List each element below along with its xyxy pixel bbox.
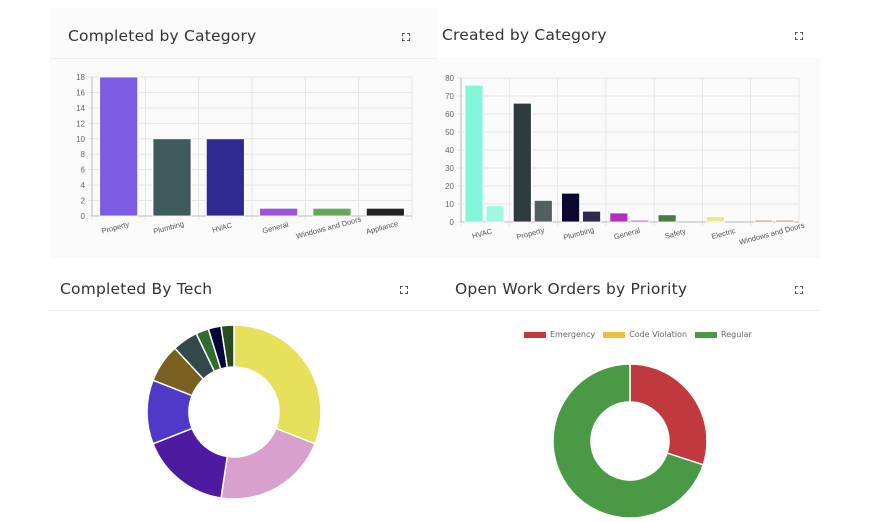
expand-icon[interactable] bbox=[402, 33, 410, 41]
bar-chart: 0 10 20 30 40 50 60 70 80 HVAC Property Plumbing Gen… bbox=[437, 58, 820, 258]
x-tick-label: Property bbox=[516, 226, 546, 242]
legend-swatch bbox=[524, 331, 546, 338]
bar bbox=[533, 199, 553, 223]
x-tick-label: Windows and Doors bbox=[738, 220, 805, 246]
x-tick-label: General bbox=[613, 226, 641, 242]
y-tick-label: 14 bbox=[76, 104, 85, 113]
y-tick-label: 12 bbox=[76, 119, 85, 128]
y-tick-label: 70 bbox=[445, 92, 454, 101]
bar bbox=[582, 210, 601, 223]
bar-chart: 0 2 4 6 8 10 12 14 16 18 Property Plumbing HVAC Gener… bbox=[76, 73, 413, 241]
legend-swatch bbox=[695, 331, 718, 338]
legend-label: Emergency bbox=[550, 330, 596, 339]
x-tick-label: HVAC bbox=[471, 226, 493, 240]
legend-label: Code Violation bbox=[629, 330, 688, 339]
panel-header bbox=[50, 8, 437, 59]
panel-open-by-priority: Open Work Orders by Priority Emergency Co… bbox=[437, 262, 820, 519]
x-tick-label: Plumbing bbox=[152, 219, 185, 236]
y-tick-label: 30 bbox=[445, 164, 454, 173]
legend-item[interactable]: Emergency bbox=[524, 330, 595, 339]
bar bbox=[512, 102, 532, 223]
panel-title: Completed by Category bbox=[68, 27, 257, 45]
y-tick-label: 0 bbox=[450, 218, 455, 227]
donut-chart bbox=[146, 324, 322, 500]
y-tick-label: 4 bbox=[81, 181, 86, 190]
y-tick-label: 50 bbox=[445, 128, 454, 137]
x-tick-label: Safety bbox=[664, 226, 687, 240]
expand-icon[interactable] bbox=[795, 32, 803, 40]
panel-title: Created by Category bbox=[442, 26, 607, 44]
panel-header bbox=[48, 262, 437, 311]
bar bbox=[312, 207, 352, 217]
bar bbox=[630, 219, 650, 223]
donut-slice bbox=[233, 324, 322, 445]
x-tick-label: Plumbing bbox=[562, 225, 595, 242]
y-tick-label: 10 bbox=[76, 135, 85, 144]
expand-icon[interactable] bbox=[400, 286, 408, 294]
x-tick-label: Electric bbox=[710, 226, 736, 241]
y-tick-label: 18 bbox=[76, 73, 85, 82]
x-tick-label: General bbox=[261, 220, 289, 236]
bar bbox=[485, 205, 505, 223]
y-tick-label: 2 bbox=[81, 197, 86, 206]
panel-created-by-category: Created by Category 0 10 20 30 40 50 60 70 80 HVA… bbox=[437, 8, 820, 258]
panel-header bbox=[437, 262, 820, 311]
bar bbox=[657, 214, 677, 223]
bar bbox=[205, 138, 245, 217]
y-tick-label: 8 bbox=[81, 150, 86, 159]
y-tick-label: 0 bbox=[81, 212, 86, 221]
bar bbox=[464, 84, 484, 223]
donut-slice bbox=[220, 427, 316, 500]
y-tick-label: 40 bbox=[445, 146, 454, 155]
donut-slice bbox=[220, 324, 235, 369]
donut-chart bbox=[552, 363, 708, 519]
panel-completed-by-tech: Completed By Tech bbox=[48, 262, 437, 505]
bar bbox=[259, 207, 299, 217]
bar bbox=[99, 76, 139, 217]
chart-legend: Emergency Code Violation Regular bbox=[524, 330, 752, 339]
y-tick-label: 10 bbox=[445, 200, 454, 209]
legend-swatch bbox=[603, 331, 626, 338]
bar bbox=[152, 138, 192, 217]
legend-label: Regular bbox=[721, 330, 752, 339]
x-tick-label: Property bbox=[100, 220, 130, 236]
bar bbox=[365, 207, 405, 217]
panel-completed-by-category: Completed by Category 0 2 4 6 8 10 12 14 16 18 Pro… bbox=[50, 8, 437, 258]
donut-slice bbox=[629, 363, 708, 466]
x-tick-label: Appliance bbox=[365, 219, 399, 236]
bar bbox=[706, 216, 725, 223]
expand-icon[interactable] bbox=[795, 286, 803, 294]
y-tick-label: 60 bbox=[445, 110, 454, 119]
legend-item[interactable]: Regular bbox=[695, 330, 752, 339]
bar bbox=[609, 212, 629, 223]
panel-title: Completed By Tech bbox=[60, 280, 213, 298]
y-tick-label: 16 bbox=[76, 88, 85, 97]
bar bbox=[754, 219, 774, 223]
x-tick-label: HVAC bbox=[211, 220, 233, 234]
bar bbox=[775, 219, 795, 223]
legend-item[interactable]: Code Violation bbox=[603, 330, 687, 339]
y-tick-label: 20 bbox=[445, 182, 454, 191]
panel-title: Open Work Orders by Priority bbox=[455, 280, 688, 298]
y-tick-label: 6 bbox=[81, 166, 86, 175]
bar bbox=[561, 192, 580, 223]
y-tick-label: 80 bbox=[445, 74, 454, 83]
